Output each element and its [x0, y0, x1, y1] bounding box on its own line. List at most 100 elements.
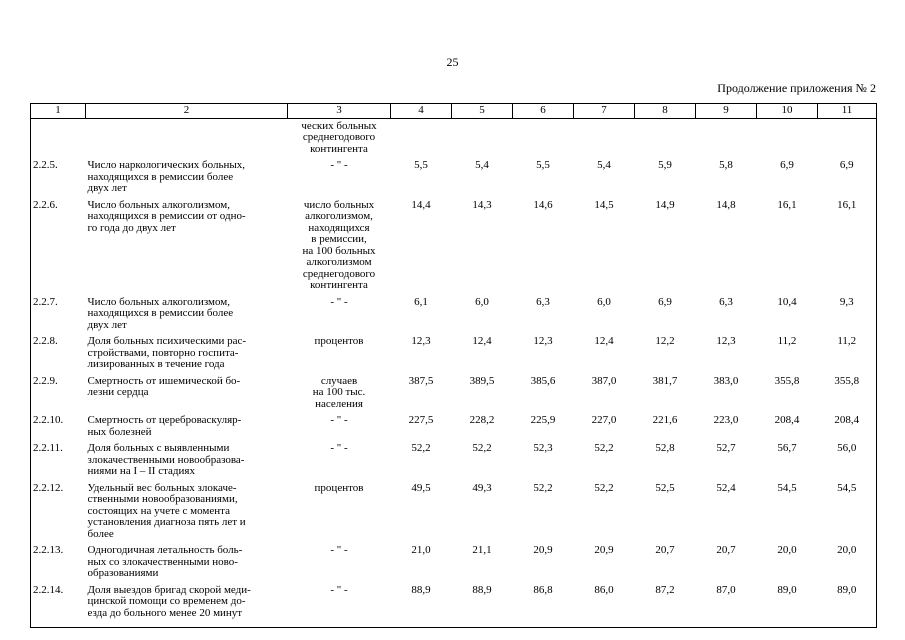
value-cell: 14,5: [594, 198, 614, 211]
text-line: Число больных алкоголизмом,: [87, 295, 231, 308]
row-number-cell: 2.2.11.: [33, 442, 63, 454]
text-line: ных болезней: [87, 425, 152, 438]
table-row: 2.2.10. Смертность от цереброваскуляр-ных…: [31, 410, 877, 438]
table-row: 2.2.11. Доля больных с выявленными злокаче…: [31, 438, 877, 478]
unit-cell: процентов: [288, 331, 391, 371]
value-cell: 52,4: [716, 481, 736, 494]
row-number-cell: 2.2.13.: [33, 544, 64, 556]
value-cell: [452, 118, 513, 155]
text-line: - " -: [330, 583, 348, 596]
value-cell: 228,2: [469, 414, 495, 426]
value-cell: 5,4: [597, 159, 611, 171]
value-cell: 6,3: [719, 295, 733, 308]
text-line: Удельный вес больных злокаче-: [87, 481, 237, 494]
column-header: 4: [390, 103, 452, 119]
value-cell: 6,0: [597, 295, 611, 308]
text-line: езда до больного менее 20 минут: [87, 606, 243, 619]
text-line: процентов: [314, 335, 364, 347]
value-cell: 52,2: [411, 442, 431, 454]
value-cell: 389,5: [469, 374, 495, 387]
text-line: образованиями: [87, 567, 159, 579]
value-cell: 12,3: [533, 335, 553, 347]
column-header: 7: [573, 103, 635, 119]
table-row: 2.2.5. Число наркологических больных, нахо…: [31, 155, 877, 195]
value-cell: 14,6: [533, 198, 553, 211]
value-cell: 52,2: [594, 481, 614, 494]
value-cell: 387,0: [591, 374, 617, 387]
table-row: 2.2.14. Доля выездов бригад скорой меди-ц…: [31, 580, 877, 628]
text-line: более: [87, 527, 114, 540]
indicator-name-cell: Доля больных психическими рас-стройствам…: [86, 331, 288, 371]
text-line: цинской помощи со временем до-: [87, 595, 246, 607]
text-line: злокачественными новообразова-: [87, 453, 245, 466]
value-cell: 87,0: [716, 583, 736, 596]
value-cell: 5,5: [536, 159, 550, 171]
text-line: находящихся: [308, 221, 370, 234]
row-number-cell: 2.2.5.: [33, 159, 58, 171]
text-line: на 100 больных: [302, 244, 376, 257]
appendix-caption: Продолжение приложения № 2: [717, 81, 876, 95]
table-row: ческих больных среднегодового контингента: [31, 118, 877, 155]
indicator-name-cell: Одногодичная летальность боль-ных со зло…: [86, 540, 288, 580]
value-cell: [757, 118, 818, 155]
row-number-cell: [31, 118, 86, 155]
table-row: 2.2.9. Смертность от ишемической бо-лезни…: [31, 371, 877, 411]
value-cell: 20,0: [777, 544, 797, 556]
value-cell: 225,9: [530, 414, 556, 426]
text-line: Доля больных психическими рас-: [87, 335, 247, 347]
value-cell: 6,9: [839, 159, 854, 171]
row-number-cell: 2.2.14.: [33, 583, 64, 596]
value-cell: 6,9: [780, 159, 794, 171]
row-number-cell: 2.2.9.: [33, 374, 58, 387]
indicator-name-cell: Доля больных с выявленными злокачественны…: [86, 438, 288, 478]
value-cell: 21,1: [472, 544, 492, 556]
indicator-name-cell: [86, 118, 288, 155]
text-line: лезни сердца: [87, 386, 149, 398]
text-line: случаев: [320, 374, 358, 387]
indicator-name-cell: Доля выездов бригад скорой меди-цинской …: [86, 580, 288, 628]
table-header-row: 1 2 3 4 5 6 7 8 9 10 11: [30, 103, 877, 119]
value-cell: 14,8: [716, 198, 736, 211]
value-cell: 381,7: [652, 374, 678, 387]
value-cell: 52,2: [472, 442, 492, 454]
indicator-name-cell: Смертность от ишемической бо-лезни сердц…: [86, 371, 288, 411]
table-row: 2.2.8. Доля больных психическими рас-стро…: [31, 331, 877, 371]
value-cell: 385,6: [530, 374, 556, 387]
unit-cell: - " -: [288, 292, 391, 332]
column-header: 9: [695, 103, 757, 119]
value-cell: 52,3: [533, 442, 553, 454]
value-cell: [574, 118, 635, 155]
text-line: алкоголизмом: [306, 256, 372, 268]
value-cell: 86,0: [594, 583, 614, 596]
text-line: - " -: [330, 544, 348, 556]
value-cell: 20,7: [655, 544, 675, 556]
unit-cell: - " -: [288, 438, 391, 478]
value-cell: 12,2: [655, 335, 675, 347]
value-cell: 355,8: [774, 374, 800, 387]
unit-cell: процентов: [288, 478, 391, 541]
value-cell: 11,2: [837, 335, 857, 347]
indicator-name-cell: Число больных алкоголизмом, находящихся в…: [86, 195, 288, 292]
value-cell: 54,5: [777, 481, 797, 494]
unit-cell: случаев на 100 тыс. населения: [288, 371, 391, 411]
indicator-name-cell: Удельный вес больных злокаче-ственными н…: [86, 478, 288, 541]
text-line: двух лет: [87, 318, 127, 331]
value-cell: 20,9: [594, 544, 614, 556]
text-line: ческих больных: [301, 119, 377, 132]
row-number-cell: 2.2.7.: [33, 295, 58, 308]
text-line: Число наркологических больных,: [87, 159, 246, 171]
text-line: контингента: [310, 279, 368, 291]
value-cell: 56,0: [837, 442, 857, 454]
unit-cell: - " -: [288, 410, 391, 438]
value-cell: 5,8: [719, 159, 733, 171]
text-line: стройствами, повторно госпита-: [87, 346, 239, 359]
column-header: 8: [634, 103, 696, 119]
text-line: ниями на I – II стадиях: [87, 465, 195, 477]
text-line: ственными новообразованиями,: [87, 493, 238, 505]
value-cell: 16,1: [777, 198, 797, 211]
row-number-cell: 2.2.8.: [33, 335, 58, 347]
value-cell: 11,2: [777, 335, 797, 347]
value-cell: 6,1: [414, 295, 428, 308]
value-cell: 87,2: [655, 583, 675, 596]
